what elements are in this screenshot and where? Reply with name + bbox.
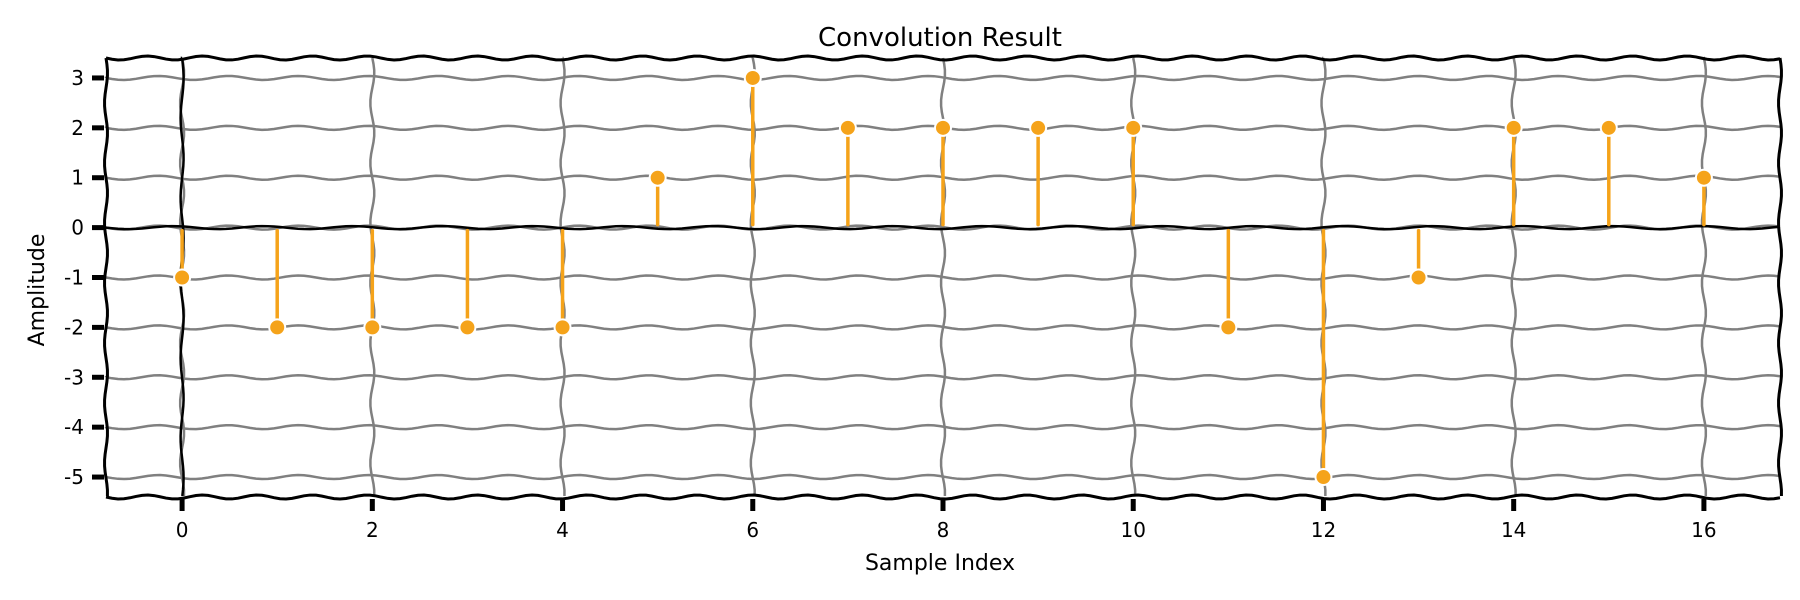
left-spine	[103, 57, 109, 496]
grid-line-vertical	[1700, 57, 1708, 496]
x-tick-label: 14	[1501, 518, 1526, 542]
x-tick-label: 10	[1121, 518, 1146, 542]
stem-marker	[1504, 118, 1523, 137]
grid-line-horizontal	[104, 423, 1781, 431]
stem-marker	[1219, 318, 1238, 337]
grid-line-horizontal	[104, 374, 1781, 381]
y-tick-label: -3	[64, 365, 84, 389]
stem-marker	[838, 118, 857, 137]
x-tick-label: 8	[937, 518, 950, 542]
axes	[103, 54, 1783, 501]
y-tick-label: 2	[71, 116, 84, 140]
stem-marker	[173, 268, 192, 287]
stems	[173, 68, 1713, 487]
y-tick-label: 3	[71, 66, 84, 90]
grid	[104, 56, 1781, 496]
stem-marker	[934, 118, 952, 137]
grid-line-horizontal	[104, 74, 1781, 82]
right-spine	[1777, 57, 1783, 496]
stem-marker	[1409, 268, 1428, 287]
grid-line-horizontal	[104, 473, 1781, 481]
y-tick-label: 1	[71, 166, 84, 190]
stem-marker	[648, 168, 667, 187]
x-tick-label: 6	[746, 518, 759, 542]
x-tick-label: 4	[556, 518, 569, 542]
x-tick-label: 0	[176, 518, 189, 542]
x-tick-label: 16	[1691, 518, 1716, 542]
y-tick-label: -5	[64, 465, 84, 489]
stem-marker	[743, 68, 762, 87]
zero-line	[104, 224, 1781, 231]
x-tick-label: 12	[1311, 518, 1336, 542]
stem-marker	[1694, 168, 1713, 187]
chart-title: Convolution Result	[818, 23, 1062, 53]
stem-marker	[1599, 118, 1618, 137]
stem-marker	[363, 318, 382, 337]
top-spine	[105, 54, 1781, 62]
y-tick-label: -4	[64, 415, 84, 439]
x-tick-label: 2	[366, 518, 379, 542]
x-axis-label: Sample Index	[865, 551, 1015, 576]
grid-line-horizontal	[104, 174, 1781, 181]
stem-marker	[553, 318, 572, 337]
y-axis-label: Amplitude	[25, 234, 50, 347]
stem-marker	[1029, 118, 1048, 137]
stem-marker	[1314, 468, 1333, 487]
stem-marker	[458, 318, 477, 337]
stem-marker	[1124, 118, 1143, 137]
y-tick-label: 0	[71, 216, 84, 240]
bottom-spine	[105, 493, 1781, 501]
y-tick-label: -1	[64, 266, 84, 290]
stem-marker	[268, 318, 287, 337]
y-tick-label: -2	[64, 315, 84, 339]
grid-line-horizontal	[105, 274, 1781, 281]
